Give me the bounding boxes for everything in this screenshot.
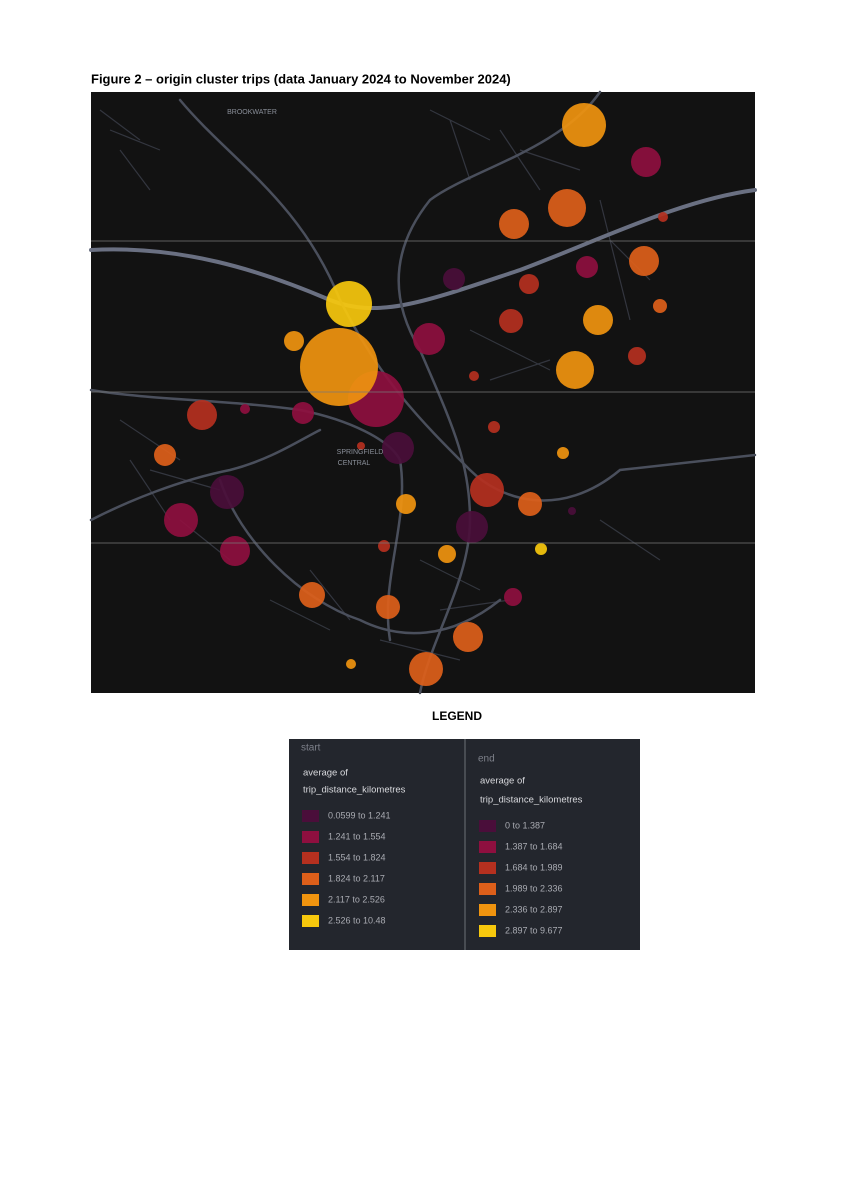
cluster xyxy=(453,622,483,652)
legend-label: 1.684 to 1.989 xyxy=(505,862,563,872)
cluster xyxy=(443,268,465,290)
legend-label: 0.0599 to 1.241 xyxy=(328,810,391,820)
legend-label: 1.554 to 1.824 xyxy=(328,852,386,862)
cluster xyxy=(413,323,445,355)
cluster xyxy=(557,447,569,459)
cluster xyxy=(396,494,416,514)
cluster xyxy=(556,351,594,389)
cluster xyxy=(164,503,198,537)
cluster xyxy=(378,540,390,552)
cluster xyxy=(300,328,378,406)
cluster xyxy=(504,588,522,606)
cluster xyxy=(154,444,176,466)
cluster xyxy=(562,103,606,147)
figure-title: Figure 2 – origin cluster trips (data Ja… xyxy=(91,71,511,86)
legend-swatch xyxy=(479,925,496,937)
legend-panel-name: end xyxy=(478,754,495,765)
map-background xyxy=(91,92,755,693)
cluster xyxy=(631,147,661,177)
legend-swatch xyxy=(302,873,319,885)
cluster xyxy=(488,421,500,433)
legend-label: 2.117 to 2.526 xyxy=(328,894,385,904)
streets xyxy=(99,109,661,661)
cluster xyxy=(438,545,456,563)
legend-label: 2.526 to 10.48 xyxy=(328,915,386,925)
legend-label: 1.387 to 1.684 xyxy=(505,841,563,851)
legend-panel-name: start xyxy=(301,743,321,754)
legend-swatch xyxy=(302,915,319,927)
legend-swatch xyxy=(479,841,496,853)
cluster xyxy=(210,475,244,509)
cluster xyxy=(292,402,314,424)
legend-heading: LEGEND xyxy=(432,709,482,723)
legend-label: 1.989 to 2.336 xyxy=(505,883,563,893)
cluster xyxy=(409,652,443,686)
clusters xyxy=(154,103,668,686)
legend-swatch xyxy=(479,904,496,916)
cluster xyxy=(456,511,488,543)
cluster xyxy=(658,212,668,222)
cluster xyxy=(499,309,523,333)
cluster xyxy=(187,400,217,430)
cluster xyxy=(628,347,646,365)
map: BROOKWATER SPRINGFIELD CENTRAL xyxy=(89,90,757,695)
legend-swatch xyxy=(302,852,319,864)
cluster xyxy=(220,536,250,566)
legend-swatch xyxy=(302,894,319,906)
cluster xyxy=(240,404,250,414)
legend-label: 2.336 to 2.897 xyxy=(505,904,563,914)
map-label: BROOKWATER xyxy=(227,109,277,116)
cluster xyxy=(568,507,576,515)
cluster xyxy=(299,582,325,608)
legend-swatch xyxy=(479,862,496,874)
cluster xyxy=(576,256,598,278)
cluster xyxy=(548,189,586,227)
legend-label: 2.897 to 9.677 xyxy=(505,925,563,935)
cluster xyxy=(519,274,539,294)
cluster xyxy=(284,331,304,351)
legend-label: 0 to 1.387 xyxy=(505,820,545,830)
map-label: CENTRAL xyxy=(338,460,371,467)
cluster xyxy=(518,492,542,516)
cluster xyxy=(653,299,667,313)
cluster xyxy=(357,442,365,450)
legend-measure: average of xyxy=(480,776,525,787)
legend-swatch xyxy=(479,883,496,895)
legend-measure: average of xyxy=(303,768,348,779)
cluster xyxy=(382,432,414,464)
cluster xyxy=(326,281,372,327)
cluster xyxy=(535,543,547,555)
cluster xyxy=(470,473,504,507)
legend-swatch xyxy=(479,820,496,832)
cluster xyxy=(346,659,356,669)
legend-label: 1.241 to 1.554 xyxy=(328,831,386,841)
cluster xyxy=(583,305,613,335)
cluster xyxy=(499,209,529,239)
cluster xyxy=(629,246,659,276)
legend: start average of trip_distance_kilometres 0… xyxy=(289,739,640,950)
cluster xyxy=(376,595,400,619)
map-label: SPRINGFIELD xyxy=(337,449,384,456)
legend-swatch xyxy=(302,810,319,822)
legend-swatch xyxy=(302,831,319,843)
legend-label: 1.824 to 2.117 xyxy=(328,873,385,883)
cluster xyxy=(469,371,479,381)
legend-measure: trip_distance_kilometres xyxy=(303,785,406,796)
legend-measure: trip_distance_kilometres xyxy=(480,795,583,806)
